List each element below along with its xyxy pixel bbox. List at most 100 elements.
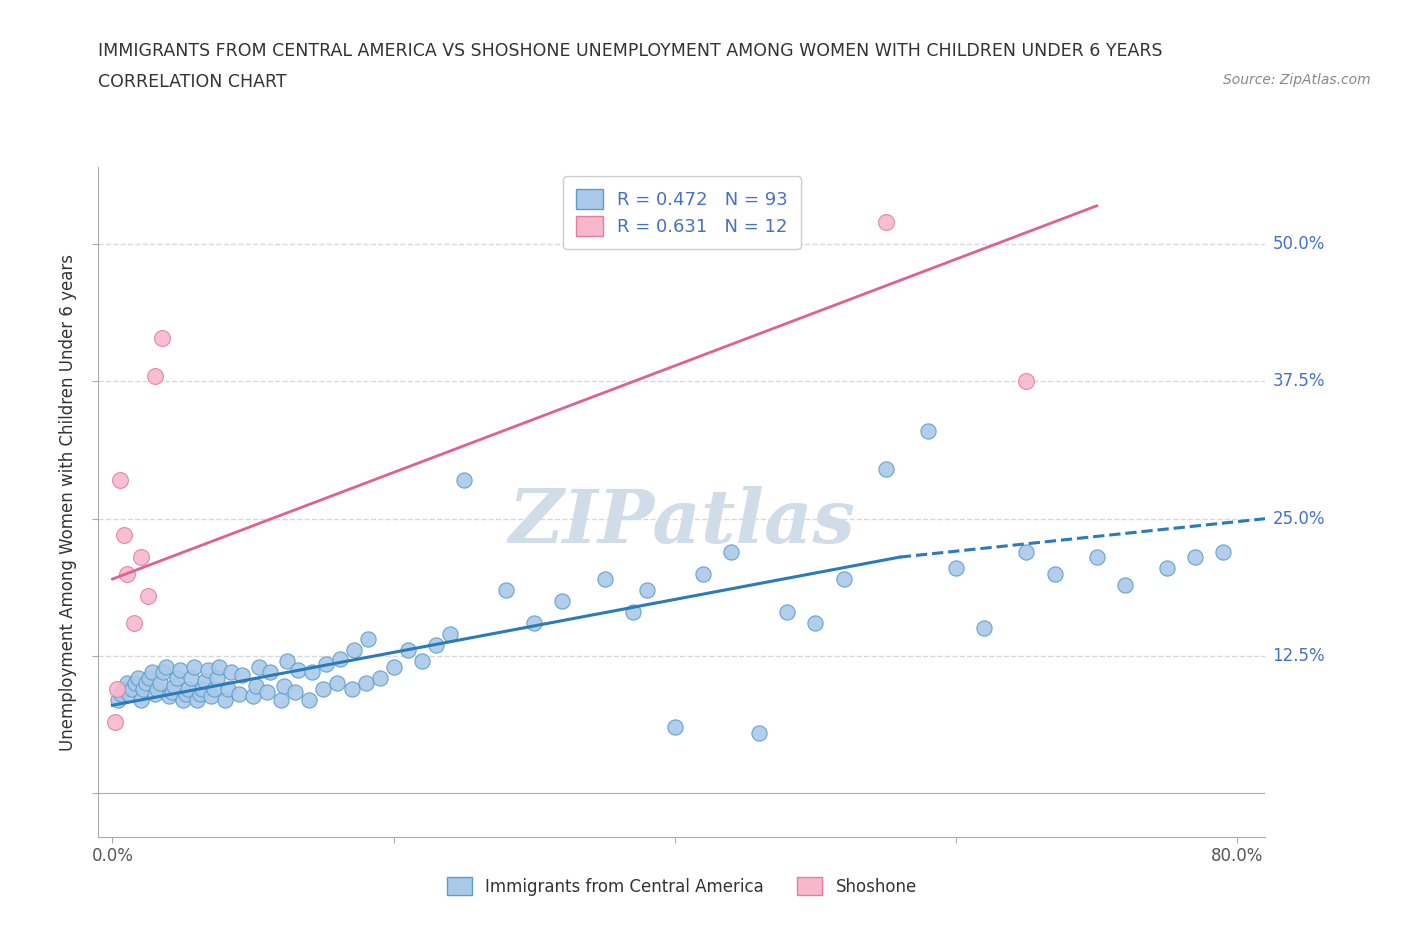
Point xyxy=(664,720,686,735)
Text: ZIPatlas: ZIPatlas xyxy=(509,486,855,559)
Point xyxy=(143,687,166,702)
Point xyxy=(1184,550,1206,565)
Point xyxy=(270,692,292,707)
Point xyxy=(242,689,264,704)
Point xyxy=(396,643,419,658)
Point xyxy=(228,687,250,702)
Point xyxy=(343,643,366,658)
Point xyxy=(163,678,186,693)
Point xyxy=(108,472,131,487)
Point xyxy=(115,676,138,691)
Point xyxy=(1156,561,1178,576)
Point xyxy=(1043,566,1066,581)
Point xyxy=(177,682,200,697)
Point xyxy=(425,637,447,652)
Point xyxy=(155,659,177,674)
Point xyxy=(804,616,827,631)
Point xyxy=(1085,550,1108,565)
Point xyxy=(129,692,152,707)
Point xyxy=(439,627,461,642)
Point xyxy=(118,687,141,702)
Point xyxy=(875,462,897,477)
Point xyxy=(166,671,188,685)
Point xyxy=(551,593,574,608)
Point xyxy=(357,632,380,647)
Point xyxy=(259,665,281,680)
Point xyxy=(197,663,219,678)
Point xyxy=(219,665,242,680)
Point xyxy=(150,330,173,345)
Text: 12.5%: 12.5% xyxy=(1272,647,1324,665)
Point xyxy=(105,682,128,697)
Point xyxy=(495,582,517,597)
Point xyxy=(287,663,309,678)
Point xyxy=(1015,544,1038,559)
Point xyxy=(194,673,217,688)
Point xyxy=(256,684,278,699)
Point xyxy=(315,657,337,671)
Point xyxy=(1015,374,1038,389)
Point xyxy=(326,676,349,691)
Point xyxy=(593,572,616,587)
Point xyxy=(135,676,157,691)
Point xyxy=(411,654,433,669)
Point xyxy=(121,682,143,697)
Y-axis label: Unemployment Among Women with Children Under 6 years: Unemployment Among Women with Children U… xyxy=(59,254,77,751)
Legend: Immigrants from Central America, Shoshone: Immigrants from Central America, Shoshon… xyxy=(433,864,931,909)
Point xyxy=(832,572,855,587)
Point xyxy=(329,652,352,667)
Point xyxy=(141,665,163,680)
Point xyxy=(875,215,897,230)
Point xyxy=(143,368,166,383)
Point xyxy=(217,682,239,697)
Point xyxy=(523,616,546,631)
Point xyxy=(149,676,172,691)
Point xyxy=(368,671,391,685)
Point xyxy=(138,671,160,685)
Point xyxy=(172,692,194,707)
Point xyxy=(157,689,180,704)
Point xyxy=(1114,578,1136,592)
Point xyxy=(174,687,197,702)
Point xyxy=(208,659,231,674)
Point xyxy=(115,566,138,581)
Point xyxy=(188,687,211,702)
Point xyxy=(146,682,169,697)
Point xyxy=(136,588,159,603)
Point xyxy=(180,671,202,685)
Point xyxy=(621,604,644,619)
Point xyxy=(748,725,770,740)
Text: IMMIGRANTS FROM CENTRAL AMERICA VS SHOSHONE UNEMPLOYMENT AMONG WOMEN WITH CHILDR: IMMIGRANTS FROM CENTRAL AMERICA VS SHOSH… xyxy=(98,42,1163,60)
Point xyxy=(284,684,307,699)
Point xyxy=(152,665,174,680)
Point xyxy=(1212,544,1234,559)
Text: CORRELATION CHART: CORRELATION CHART xyxy=(98,73,287,90)
Point xyxy=(112,682,135,697)
Point xyxy=(231,667,253,682)
Point xyxy=(636,582,658,597)
Point xyxy=(160,684,183,699)
Point xyxy=(301,665,323,680)
Point xyxy=(132,682,155,697)
Point xyxy=(122,616,145,631)
Point xyxy=(202,682,225,697)
Point xyxy=(191,682,214,697)
Point xyxy=(200,689,222,704)
Point xyxy=(692,566,714,581)
Point xyxy=(245,678,267,693)
Point xyxy=(776,604,799,619)
Point xyxy=(214,692,236,707)
Point xyxy=(298,692,321,707)
Point xyxy=(354,676,377,691)
Point xyxy=(273,678,295,693)
Point xyxy=(340,682,363,697)
Point xyxy=(312,682,335,697)
Point xyxy=(453,472,475,487)
Text: Source: ZipAtlas.com: Source: ZipAtlas.com xyxy=(1223,73,1371,86)
Point xyxy=(169,663,191,678)
Point xyxy=(127,671,149,685)
Point xyxy=(382,659,405,674)
Point xyxy=(183,659,205,674)
Point xyxy=(104,714,127,729)
Point xyxy=(720,544,742,559)
